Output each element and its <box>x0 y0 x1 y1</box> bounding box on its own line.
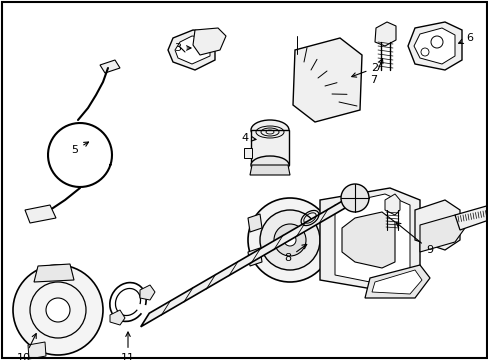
Polygon shape <box>454 205 488 230</box>
Polygon shape <box>247 248 262 266</box>
Polygon shape <box>193 28 225 55</box>
Text: 4: 4 <box>241 133 256 143</box>
Polygon shape <box>34 264 74 282</box>
Polygon shape <box>168 30 215 70</box>
Polygon shape <box>414 200 459 250</box>
Text: 8: 8 <box>284 244 306 263</box>
Polygon shape <box>384 194 399 215</box>
Polygon shape <box>371 270 421 294</box>
Text: 5: 5 <box>71 142 88 155</box>
Polygon shape <box>110 310 125 325</box>
Polygon shape <box>413 28 454 64</box>
Polygon shape <box>141 191 359 327</box>
Circle shape <box>46 298 70 322</box>
Circle shape <box>247 198 331 282</box>
Polygon shape <box>319 188 419 292</box>
Polygon shape <box>250 130 288 165</box>
Polygon shape <box>341 212 394 268</box>
Text: 6: 6 <box>458 33 472 44</box>
Text: 9: 9 <box>395 222 433 255</box>
Circle shape <box>260 210 319 270</box>
Polygon shape <box>292 38 361 122</box>
Ellipse shape <box>250 120 288 140</box>
Circle shape <box>273 224 305 256</box>
Text: 3: 3 <box>174 43 191 53</box>
Circle shape <box>430 36 442 48</box>
Polygon shape <box>244 148 251 158</box>
Polygon shape <box>28 342 46 359</box>
Circle shape <box>284 234 295 246</box>
Polygon shape <box>25 205 56 223</box>
Polygon shape <box>407 22 461 70</box>
Text: 2: 2 <box>351 63 378 77</box>
Polygon shape <box>364 265 429 298</box>
Text: 1: 1 <box>0 359 1 360</box>
Polygon shape <box>175 36 209 64</box>
Polygon shape <box>249 165 289 175</box>
Text: 11: 11 <box>121 332 135 360</box>
Polygon shape <box>140 285 155 300</box>
Polygon shape <box>374 22 395 46</box>
Circle shape <box>420 48 428 56</box>
Polygon shape <box>247 214 262 232</box>
Text: 7: 7 <box>370 59 382 85</box>
Polygon shape <box>100 60 120 73</box>
Ellipse shape <box>250 156 288 174</box>
Text: 10: 10 <box>17 334 36 360</box>
Polygon shape <box>334 194 409 285</box>
Circle shape <box>340 184 368 212</box>
Polygon shape <box>419 215 464 252</box>
Circle shape <box>13 265 103 355</box>
